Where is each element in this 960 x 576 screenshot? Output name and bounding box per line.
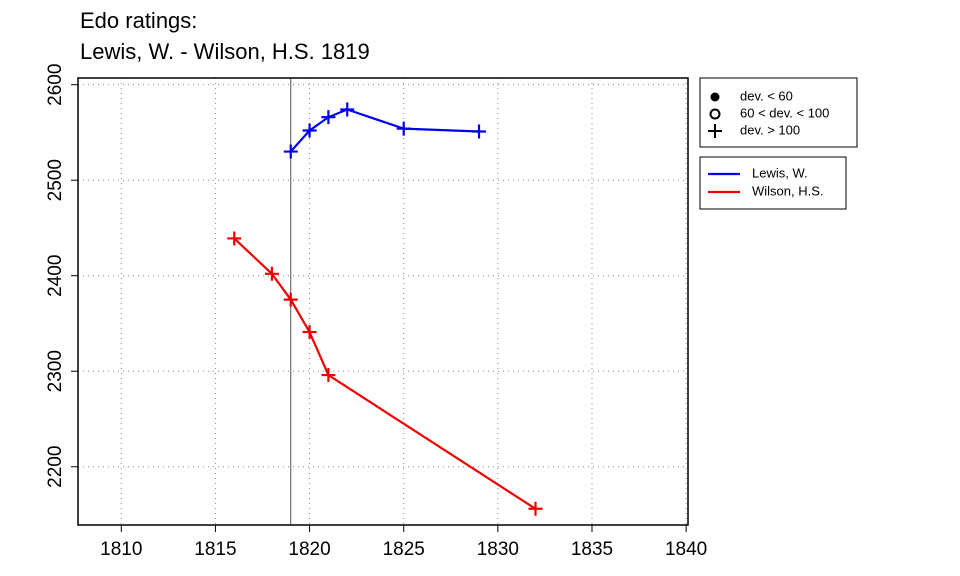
point	[528, 501, 543, 516]
point	[283, 144, 298, 159]
y-tick-label: 2300	[45, 350, 66, 392]
legend-label: 60 < dev. < 100	[740, 105, 829, 120]
legend-label: dev. > 100	[740, 122, 800, 137]
y-tick-label: 2400	[45, 255, 66, 297]
y-tick-label: 2500	[45, 159, 66, 201]
point	[340, 102, 355, 117]
x-tick-label: 1825	[383, 539, 425, 560]
point	[302, 325, 317, 340]
y-tick-label: 2600	[45, 64, 66, 106]
point	[321, 368, 336, 383]
point	[283, 292, 298, 307]
point	[321, 110, 336, 125]
y-tick-label: 2200	[45, 446, 66, 488]
point	[302, 123, 317, 138]
x-tick-label: 1815	[194, 539, 236, 560]
legend-box	[699, 77, 858, 148]
chart-title: Edo ratings:	[80, 8, 197, 33]
legend-marker	[708, 124, 722, 138]
legend-marker	[709, 108, 721, 120]
chart-subtitle: Lewis, W. - Wilson, H.S. 1819	[80, 39, 370, 64]
point	[472, 124, 487, 139]
plot-frame	[77, 77, 689, 526]
series-line	[289, 108, 480, 153]
x-tick-label: 1820	[288, 539, 330, 560]
x-tick-label: 1810	[100, 539, 142, 560]
point	[264, 266, 279, 281]
legend-box	[699, 156, 847, 210]
legend-label: dev. < 60	[740, 88, 793, 103]
point	[396, 121, 411, 136]
point	[227, 231, 242, 246]
x-tick-label: 1830	[477, 539, 519, 560]
x-tick-label: 1835	[571, 539, 613, 560]
series-line	[233, 237, 537, 510]
x-tick-label: 1840	[665, 539, 707, 560]
legend-label: Wilson, H.S.	[752, 183, 824, 198]
legend-label: Lewis, W.	[752, 165, 808, 180]
legend-marker	[710, 92, 720, 102]
